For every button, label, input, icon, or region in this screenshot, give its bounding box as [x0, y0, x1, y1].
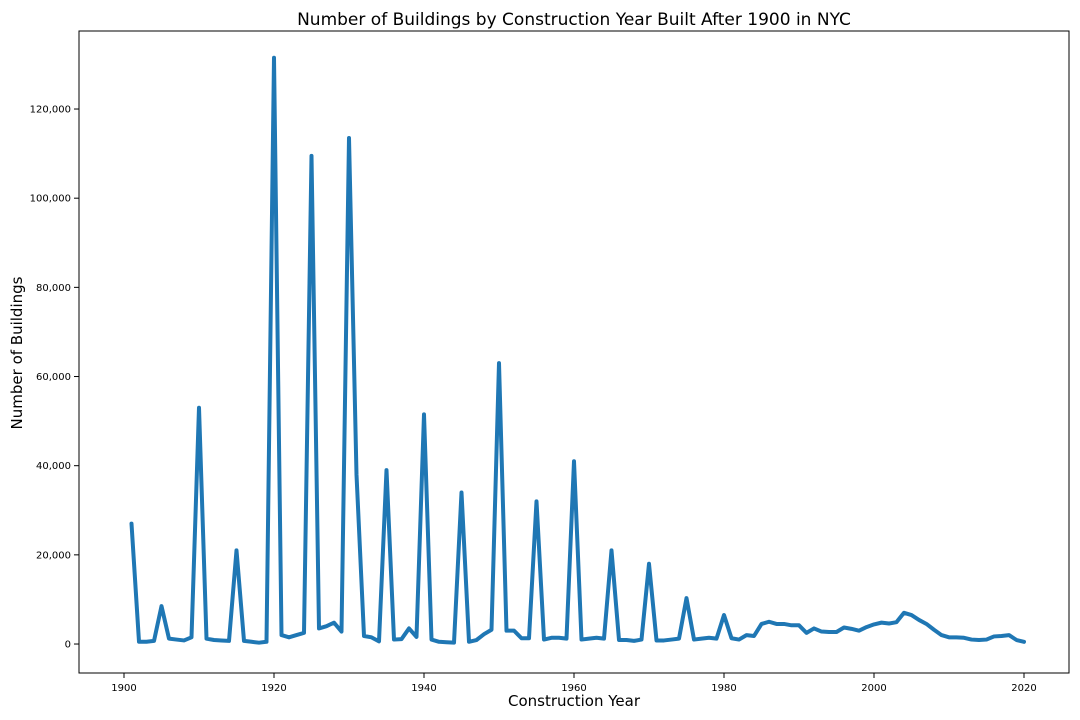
chart-title: Number of Buildings by Construction Year…	[297, 10, 851, 30]
y-tick-label: 20,000	[36, 550, 71, 561]
y-tick-label: 80,000	[36, 283, 71, 294]
x-tick-label: 1960	[561, 683, 586, 694]
x-tick-label: 1940	[411, 683, 436, 694]
plot-area: 1900 1920 1940 1960 1980 2000 2020 0 20,000 40,0…	[30, 30, 1070, 694]
series-line	[129, 55, 1026, 645]
plot-frame	[78, 30, 1070, 674]
y-axis-label: Number of Buildings	[8, 276, 26, 429]
y-tick-label: 100,000	[30, 194, 71, 205]
y-tick-label: 40,000	[36, 461, 71, 472]
y-axis: 0 20,000 40,000 60,000 80,000 100,000 120,000	[30, 105, 79, 651]
x-tick-label: 1980	[711, 683, 736, 694]
y-tick-label: 60,000	[36, 372, 71, 383]
x-tick-label: 2000	[861, 683, 886, 694]
y-tick-label: 120,000	[30, 105, 71, 116]
x-axis-label: Construction Year	[508, 692, 641, 710]
x-axis: 1900 1920 1940 1960 1980 2000 2020	[111, 673, 1037, 694]
x-tick-label: 2020	[1011, 683, 1036, 694]
x-tick-label: 1920	[261, 683, 286, 694]
x-tick-label: 1900	[111, 683, 136, 694]
y-tick-label: 0	[65, 640, 71, 651]
